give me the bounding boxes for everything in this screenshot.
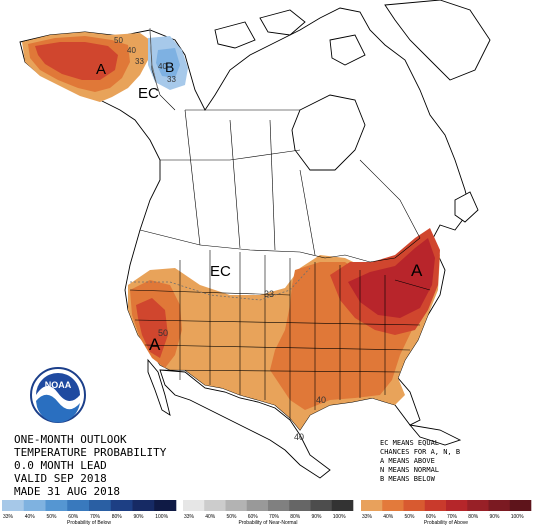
colorbar-tick-label: 60% [68, 514, 79, 520]
colorbar-title: Probability of Near-Normal [239, 520, 298, 525]
colorbar-tick-label: 70% [447, 514, 458, 520]
alaska-above-label: A [96, 61, 106, 78]
contours [130, 27, 311, 301]
colorbar-tick-label: 70% [269, 514, 280, 520]
contour-label-40-ak: 40 [127, 46, 136, 55]
colorbar-title: Probability of Above [424, 520, 468, 525]
colorbar-tick-label: 50% [227, 514, 238, 520]
colorbar-swatch [183, 500, 205, 511]
legend-line-4: N MEANS NORMAL [380, 466, 439, 474]
colorbar-above: 33% 40% 50% 60% 70% 80% 90% 100% Probability of … [361, 500, 532, 525]
colorbar-swatch [289, 500, 311, 511]
colorbar-tick-label: 100% [333, 514, 346, 520]
colorbar-tick-label: 50% [405, 514, 416, 520]
colorbar-tick-label: 40% [383, 514, 394, 520]
colorbar-swatch [110, 500, 133, 511]
legend-line-5: B MEANS BELOW [380, 475, 436, 483]
contour-label-40-texas: 40 [294, 432, 304, 442]
noaa-logo-text: NOAA [45, 380, 72, 390]
contour-label-33-akb: 33 [167, 75, 176, 84]
colorbar-swatch [331, 500, 354, 511]
alaska-below-label: B [165, 59, 174, 75]
colorbar-swatch [467, 500, 489, 511]
colorbar-swatch [246, 500, 269, 511]
colorbar-tick-label: 80% [290, 514, 301, 520]
title-block: ONE-MONTH OUTLOOK TEMPERATURE PROBABILIT… [14, 433, 167, 498]
legend-line-1: EC MEANS EQUAL [380, 439, 439, 447]
colorbar-swatch [382, 500, 404, 511]
colorbar-swatch [204, 500, 226, 511]
colorbar-normal: 33% 40% 50% 60% 70% 80% 90% 100% Probability of … [183, 500, 354, 525]
east-above-label: A [411, 261, 423, 280]
noaa-logo: NOAA [30, 367, 86, 423]
colorbar-tick-label: 80% [112, 514, 123, 520]
colorbar-tick-label: 100% [511, 514, 524, 520]
colorbar-tick-label: 60% [426, 514, 437, 520]
contour-label-50-west: 50 [158, 328, 168, 338]
colorbar-tick-label: 33% [362, 514, 373, 520]
colorbar-swatch [225, 500, 248, 511]
colorbar-tick-label: 90% [312, 514, 323, 520]
colorbar-tick-label: 100% [155, 514, 168, 520]
colorbar-tick-label: 40% [205, 514, 216, 520]
colorbar-tick-label: 33% [184, 514, 195, 520]
west-above-label: A [149, 335, 161, 354]
title-line-3: 0.0 MONTH LEAD [14, 459, 107, 472]
shading-alaska [22, 32, 188, 102]
map-labels: A B EC EC A A 50 40 33 40 33 33 50 40 40 [96, 36, 423, 442]
colorbar-swatch [89, 500, 112, 511]
contour-label-33-ak: 33 [135, 57, 144, 66]
title-line-5: MADE 31 AUG 2018 [14, 485, 120, 498]
colorbar-tick-label: 60% [248, 514, 259, 520]
colorbar-tick-label: 50% [47, 514, 58, 520]
colorbar-tick-label: 80% [468, 514, 479, 520]
colorbar-tick-label: 90% [490, 514, 501, 520]
title-line-1: ONE-MONTH OUTLOOK [14, 433, 127, 446]
colorbar-swatch [509, 500, 532, 511]
contour-label-40-south: 40 [316, 395, 326, 405]
colorbar-swatch [361, 500, 383, 511]
category-legend: EC MEANS EQUAL CHANCES FOR A, N, B A MEA… [380, 439, 460, 483]
colorbar-swatch [45, 500, 68, 511]
colorbar-tick-label: 40% [25, 514, 36, 520]
colorbar-swatch [154, 500, 177, 511]
contour-label-50-ak: 50 [114, 36, 123, 45]
colorbar-swatch [132, 500, 155, 511]
conus-ec-label: EC [210, 263, 231, 280]
colorbar-swatch [67, 500, 90, 511]
colorbar-swatch [424, 500, 447, 511]
contour-label-40-akb: 40 [158, 62, 167, 71]
contour-label-33-conus: 33 [264, 289, 274, 299]
colorbar-tick-label: 33% [3, 514, 14, 520]
title-line-4: VALID SEP 2018 [14, 472, 107, 485]
legend-line-2: CHANCES FOR A, N, B [380, 448, 460, 456]
colorbar-title: Probability of Below [67, 520, 111, 525]
colorbar-swatch [2, 500, 25, 511]
colorbar-swatch [23, 500, 46, 511]
colorbar-swatch [310, 500, 333, 511]
colorbar-below: 33% 40% 50% 60% 70% 80% 90% 100% Probability of … [2, 500, 177, 525]
colorbar-tick-label: 70% [90, 514, 101, 520]
colorbar-swatch [446, 500, 468, 511]
title-line-2: TEMPERATURE PROBABILITY [14, 446, 167, 459]
legend-line-3: A MEANS ABOVE [380, 457, 435, 465]
colorbar-swatch [403, 500, 426, 511]
colorbar-tick-label: 90% [134, 514, 145, 520]
colorbar-swatch [488, 500, 511, 511]
alaska-ec-label: EC [138, 85, 159, 102]
colorbar-swatch [268, 500, 290, 511]
